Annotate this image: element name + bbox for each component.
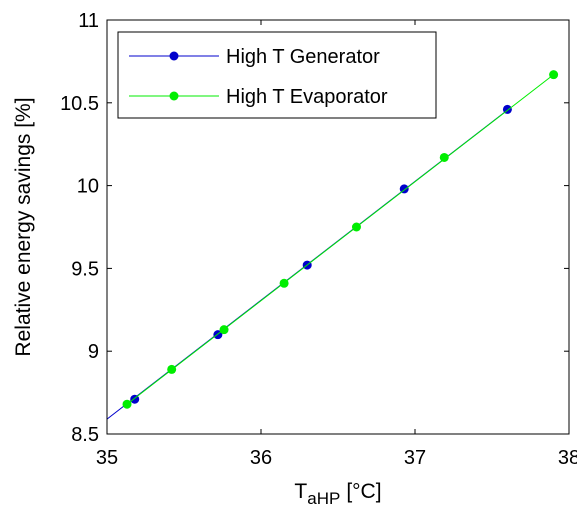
legend-box <box>117 31 437 119</box>
x-axis-title-symbol: T <box>294 480 307 503</box>
x-tick-label: 37 <box>404 447 426 469</box>
data-point-high-t-evaporator-4 <box>351 222 361 232</box>
legend: High T Generator High T Evaporator <box>117 31 437 119</box>
data-point-high-t-evaporator-2 <box>219 325 229 335</box>
data-point-high-t-evaporator-3 <box>279 278 289 288</box>
y-axis: 8.5 9 9.5 10 10.5 11 <box>60 10 569 446</box>
y-tick-label: 11 <box>78 10 99 32</box>
x-axis-title-subscript: aHP <box>307 489 340 508</box>
x-tick-label: 38 <box>558 447 577 469</box>
y-tick-label: 10 <box>77 176 99 198</box>
series-layer <box>106 70 559 420</box>
data-point-high-t-evaporator-0 <box>122 399 132 409</box>
y-tick-label: 10.5 <box>60 93 99 115</box>
x-tick-label: 36 <box>250 447 272 469</box>
x-axis: 35 36 37 38 <box>96 20 577 469</box>
y-tick-label: 9.5 <box>71 258 99 280</box>
series-line-high-t-evaporator <box>126 74 554 405</box>
y-tick-label: 8.5 <box>71 424 99 446</box>
legend-marker-high-t-generator <box>169 51 179 61</box>
legend-label-high-t-evaporator: High T Evaporator <box>226 86 388 108</box>
x-axis-title-unit: [°C] <box>346 480 381 503</box>
x-tick-label: 35 <box>96 447 118 469</box>
data-point-high-t-evaporator-5 <box>439 152 449 162</box>
legend-label-high-t-generator: High T Generator <box>226 46 380 68</box>
legend-marker-high-t-evaporator <box>169 91 179 101</box>
x-axis-title: TaHP [°C] <box>294 480 381 508</box>
y-tick-label: 9 <box>88 341 99 363</box>
y-axis-title: Relative energy savings [%] <box>12 97 35 356</box>
series-high-t-evaporator <box>122 70 559 409</box>
data-point-high-t-evaporator-6 <box>549 70 559 80</box>
plot-frame <box>106 19 570 435</box>
data-point-high-t-evaporator-1 <box>167 364 177 374</box>
